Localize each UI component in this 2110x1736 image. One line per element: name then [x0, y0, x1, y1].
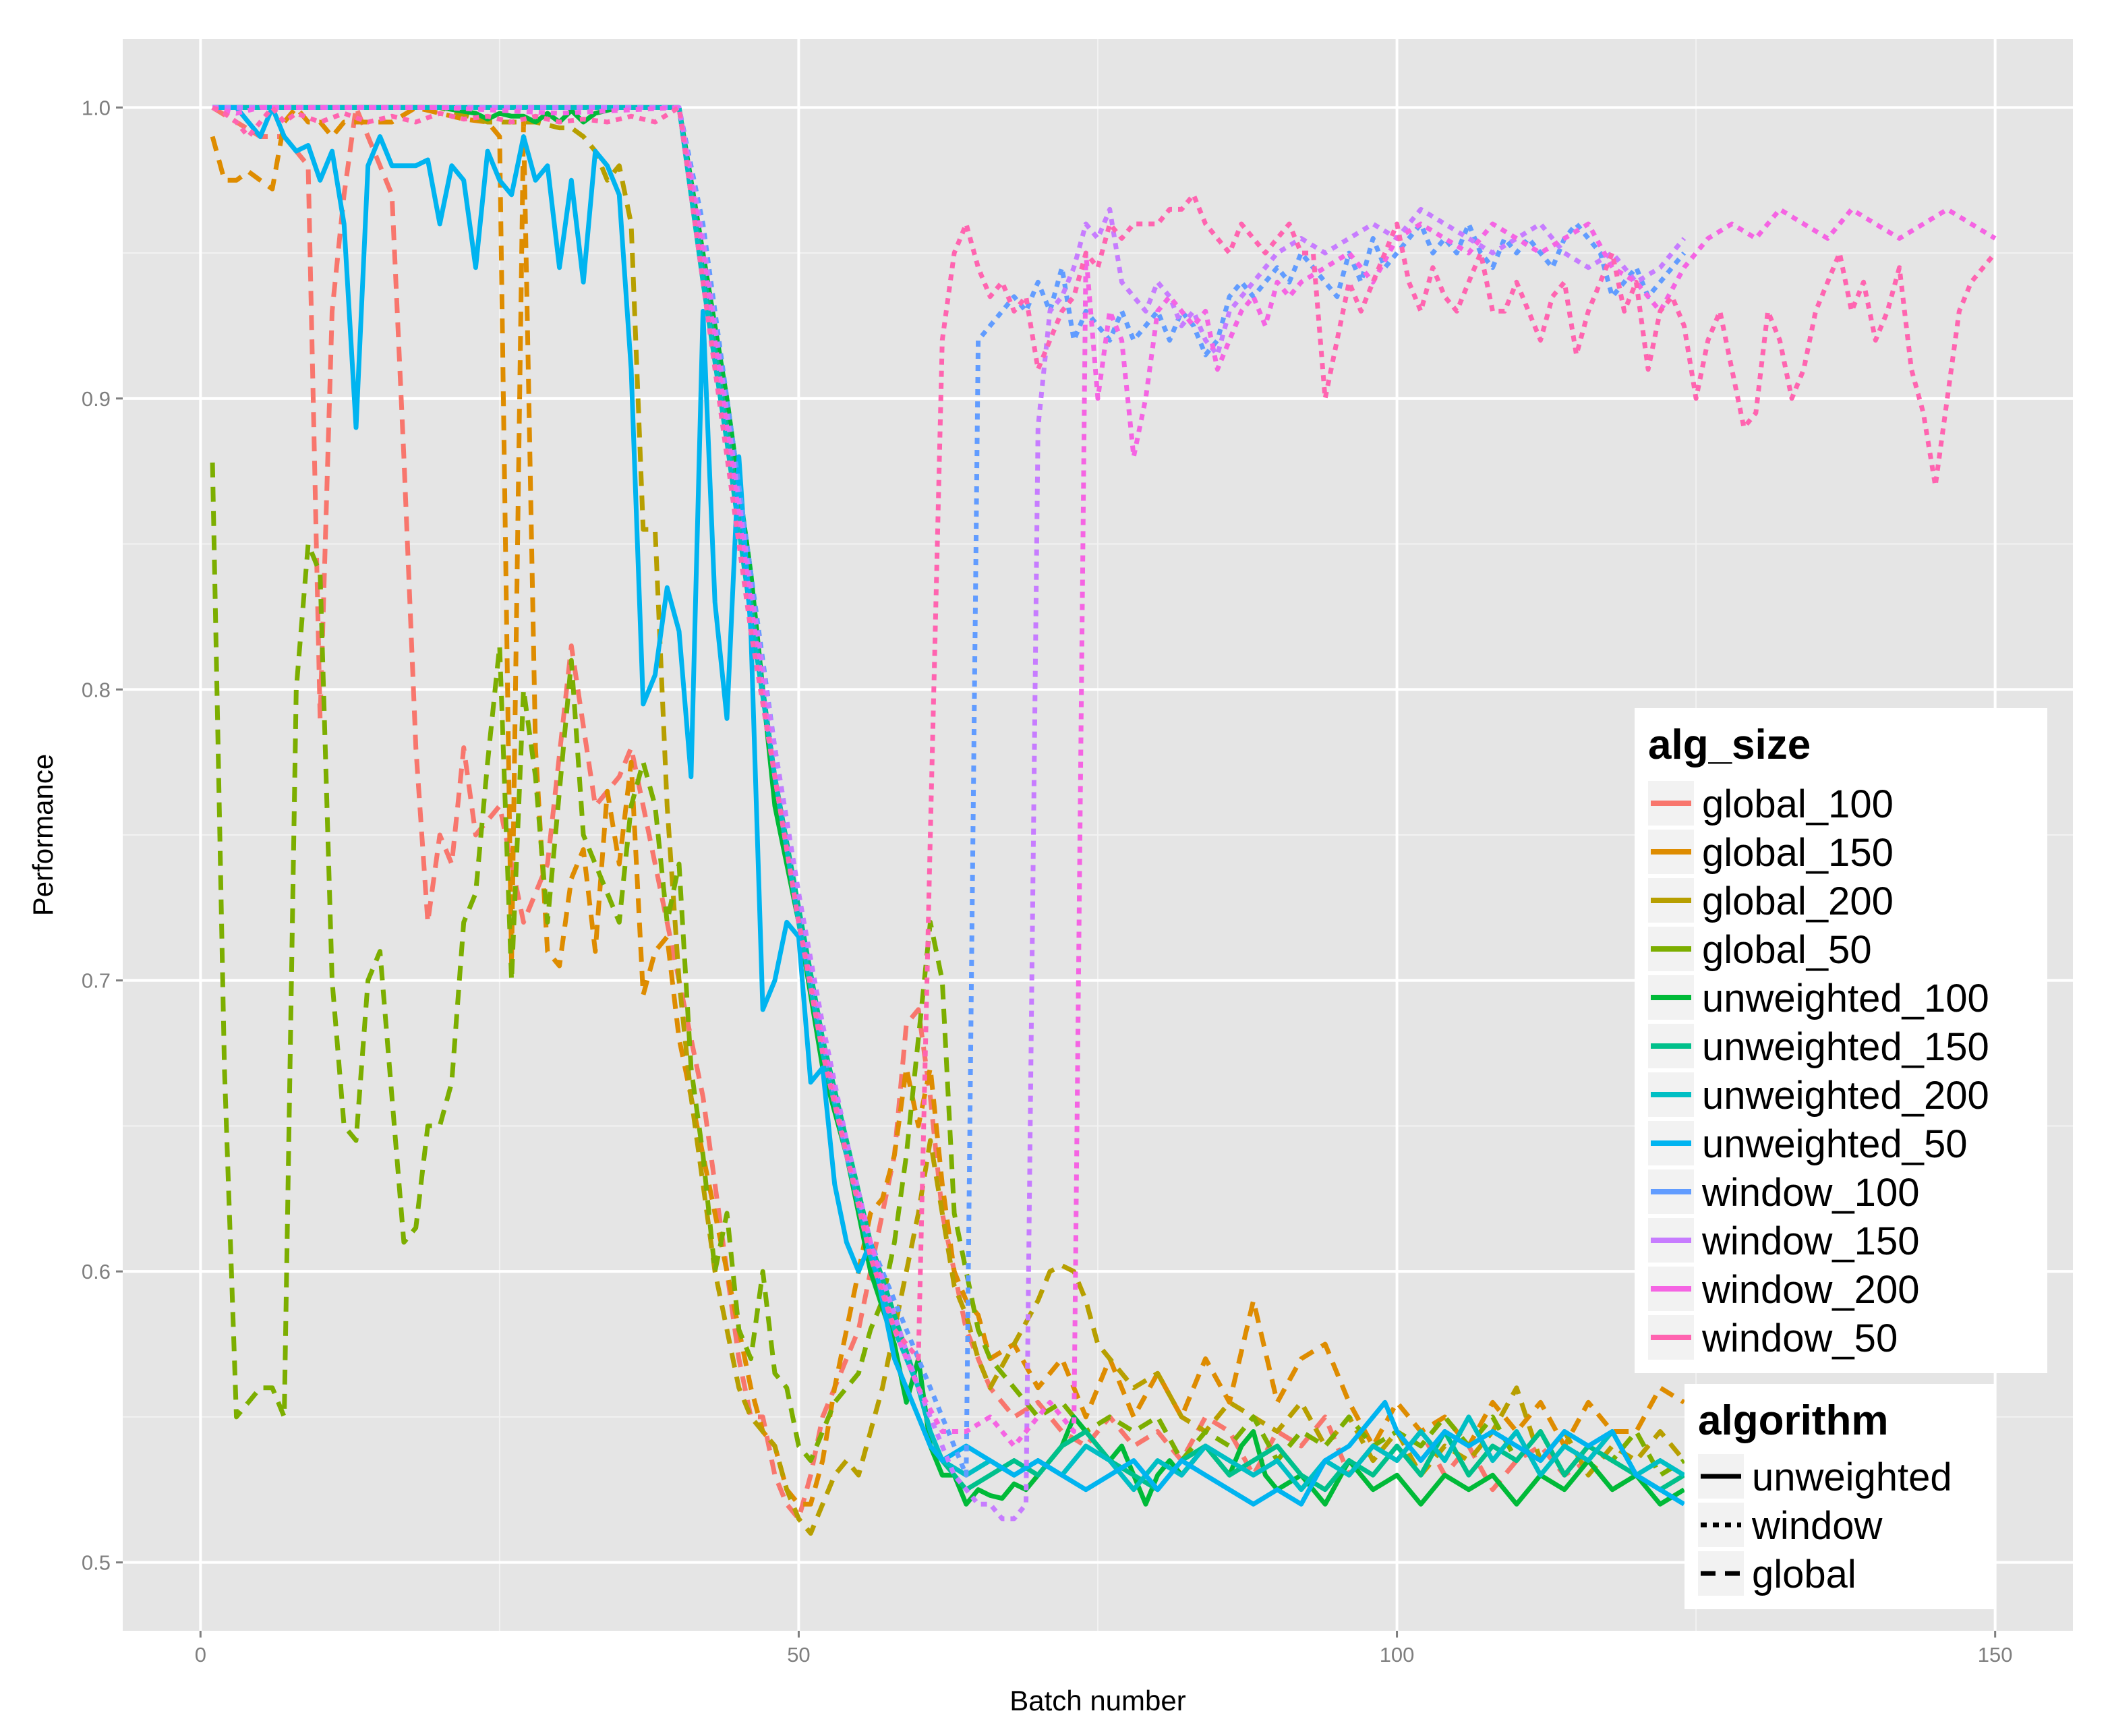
x-tick-label: 150	[1978, 1643, 2013, 1667]
series-line-window_50	[211, 105, 1997, 1362]
y-tick-label: 1.0	[82, 96, 111, 119]
legend-label-unweighted_150: unweighted_150	[1702, 1025, 1989, 1069]
y-tick-label: 0.9	[82, 387, 111, 411]
y-axis: 0.5 0.6 0.7 0.8 0.9 1.0	[82, 96, 123, 1575]
legend-alg-size-title: alg_size	[1648, 722, 1811, 768]
y-tick-label: 0.7	[82, 969, 111, 993]
x-axis-title: Batch number	[1009, 1685, 1185, 1716]
series-line-global_200	[212, 105, 1687, 1536]
legend-label-window_150: window_150	[1701, 1219, 1919, 1263]
legend-label-global_100: global_100	[1702, 782, 1894, 826]
legend-label-global_200: global_200	[1702, 879, 1894, 923]
y-tick-label: 0.5	[82, 1551, 111, 1575]
x-axis: 0 50 100 150	[195, 1631, 2013, 1667]
legend-algorithm: algorithm unweighted window global	[1684, 1384, 1995, 1609]
series-line-global_50	[210, 462, 1686, 1478]
legend-label-window_100: window_100	[1701, 1171, 1919, 1215]
series-line-global_150	[210, 105, 1686, 1507]
x-tick-label: 100	[1380, 1643, 1415, 1667]
legend-label-global: global	[1752, 1553, 1856, 1596]
legend-label-window_200: window_200	[1701, 1268, 1919, 1312]
x-tick-label: 50	[787, 1643, 810, 1667]
legend-label-window: window	[1751, 1504, 1883, 1548]
x-tick-label: 0	[195, 1643, 206, 1667]
legend-label-global_50: global_50	[1702, 928, 1872, 972]
legend-label-unweighted_100: unweighted_100	[1702, 977, 1989, 1020]
series-line-window_150	[212, 105, 1687, 1522]
legend-alg-size: alg_size global_100 global_150global_200g…	[1635, 708, 2047, 1373]
series-line-window_200	[212, 105, 1997, 1449]
series-line-unweighted_50	[212, 105, 1686, 1507]
series-line-window_100	[212, 105, 1687, 1478]
legend-label-unweighted_50: unweighted_50	[1702, 1122, 1967, 1166]
legend-label-unweighted: unweighted	[1752, 1455, 1952, 1499]
y-axis-title: Performance	[27, 754, 59, 916]
y-tick-label: 0.8	[82, 678, 111, 701]
legend-alg-size-box	[1635, 708, 2047, 1373]
legend-label-unweighted_200: unweighted_200	[1702, 1074, 1989, 1118]
legend-label-window_50: window_50	[1701, 1317, 1898, 1360]
series-layer	[210, 105, 1997, 1536]
series-line-global_100	[211, 105, 1686, 1522]
legend-label-global_150: global_150	[1702, 831, 1894, 875]
y-tick-label: 0.6	[82, 1260, 111, 1283]
legend-algorithm-title: algorithm	[1698, 1397, 1888, 1444]
